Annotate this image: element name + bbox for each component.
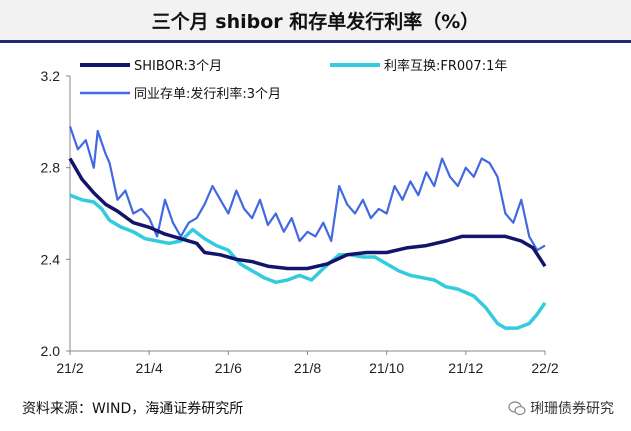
legend-label-1: 利率互换:FR007:1年 xyxy=(384,58,507,74)
x-tick-label: 21/2 xyxy=(56,360,83,376)
x-tick-label: 22/2 xyxy=(531,360,558,376)
series-line-0 xyxy=(68,157,547,271)
x-tick-label: 21/12 xyxy=(448,360,483,376)
x-tick-label: 21/6 xyxy=(215,360,242,376)
line-chart: 2.0 2.4 2.8 3.2 21/2 21/4 21/6 21/8 21/10 21/12 22… xyxy=(41,58,559,376)
wechat-icon xyxy=(508,400,526,415)
legend-label-0: SHIBOR:3个月 xyxy=(134,59,222,74)
x-tick-label: 21/4 xyxy=(136,360,163,376)
series-line-1 xyxy=(69,193,547,330)
x-tick-label: 21/8 xyxy=(294,360,321,376)
source-note: 资料来源：WIND，海通证券研究所 xyxy=(22,401,244,417)
y-tick-label: 2.8 xyxy=(41,160,61,176)
series-line-2 xyxy=(68,126,546,252)
y-tick-label: 3.2 xyxy=(41,68,61,84)
x-tick-label: 21/10 xyxy=(369,360,404,376)
watermark: 琍珊债券研究 xyxy=(508,398,614,418)
y-tick-label: 2.0 xyxy=(41,343,61,359)
watermark-text: 琍珊债券研究 xyxy=(530,401,614,417)
legend-label-2: 同业存单:发行利率:3个月 xyxy=(134,86,281,102)
chart-title: 三个月 shibor 和存单发行利率（%） xyxy=(0,0,631,43)
y-tick-label: 2.4 xyxy=(41,251,61,267)
